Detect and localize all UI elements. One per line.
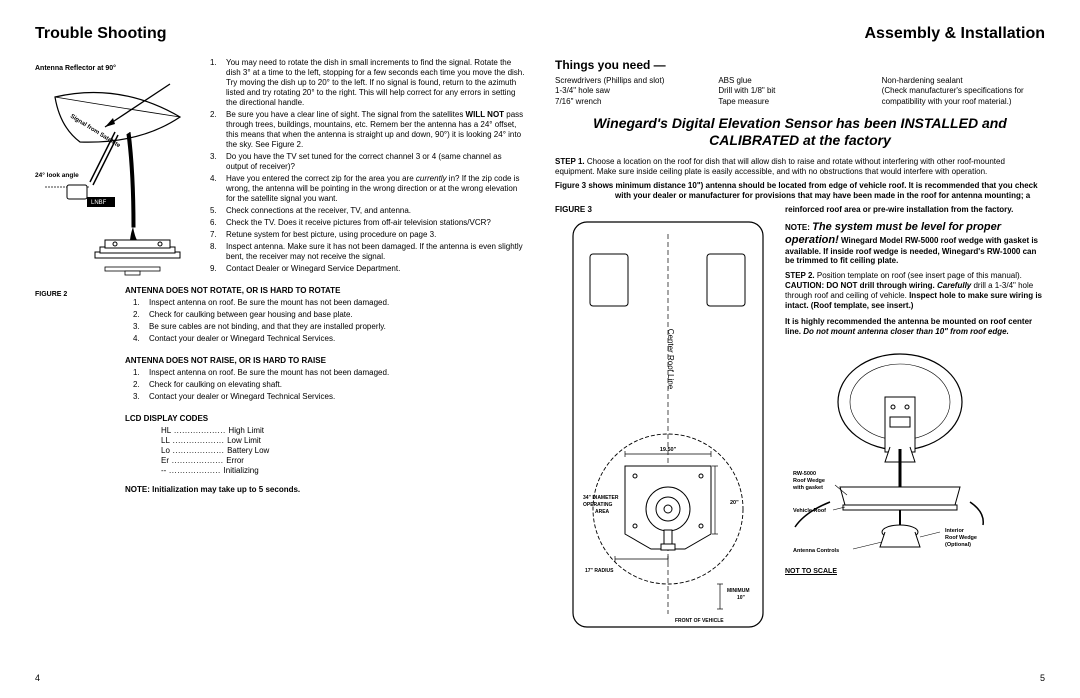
antenna-diagram: Signal from Satellite 24° look angle LNB… [35, 72, 195, 287]
list-item: 4.Contact your dealer or Winegard Techni… [133, 334, 525, 344]
figure-3-diagram-col: FIGURE 3 Center Roof Line 19.50" [555, 205, 775, 641]
reinforced-text: reinforced roof area or pre-wire install… [785, 205, 1045, 215]
side-text: 20" [730, 500, 739, 506]
svg-text:Interior: Interior [945, 528, 965, 534]
init-note: NOTE: Initialization may take up to 5 se… [125, 485, 525, 494]
lcd-code-row: -- ................... Initializing [161, 466, 525, 475]
needs-col-2: ABS glueDrill with 1/8" bitTape measure [718, 76, 881, 107]
figure-2: Antenna Reflector at 90° Signal from Sat… [35, 65, 195, 298]
lcd-code-row: HL ................... High Limit [161, 426, 525, 435]
needs-line: compatibility with your roof material.) [882, 97, 1045, 107]
list-item: 5.Check connections at the receiver, TV,… [210, 206, 525, 216]
svg-text:Vehicle Roof: Vehicle Roof [793, 508, 826, 514]
centerline-text: Center Roof Line [666, 329, 675, 390]
not-to-scale: NOT TO SCALE [785, 568, 1045, 575]
min1: MINIMUM [727, 588, 750, 594]
needs-col-1: Screwdrivers (Phillips and slot)1-3/4" h… [555, 76, 718, 107]
list-item: 7.Retune system for best picture, using … [210, 230, 525, 240]
dia1: 34" DIAMETER [583, 495, 619, 501]
lcd-code-row: Lo ................... Battery Low [161, 446, 525, 455]
list-item: 1.You may need to rotate the dish in sma… [210, 58, 525, 108]
look-angle-text: 24° look angle [35, 171, 79, 179]
list-item: 3.Contact your dealer or Winegard Techni… [133, 392, 525, 402]
page-left: Trouble Shooting Antenna Reflector at 90… [35, 25, 540, 683]
dia2: OPERATING [583, 502, 612, 508]
list-item: 4.Have you entered the correct zip for t… [210, 174, 525, 204]
needs-line: Screwdrivers (Phillips and slot) [555, 76, 718, 86]
list-item: 2.Be sure you have a clear line of sight… [210, 110, 525, 150]
fig3-label: FIGURE 3 [555, 205, 775, 214]
svg-text:(Optional): (Optional) [945, 542, 971, 548]
needs-line: 1-3/4" hole saw [555, 86, 718, 96]
factory-note: Winegard's Digital Elevation Sensor has … [555, 115, 1045, 149]
fig2-reflector-label: Antenna Reflector at 90° [35, 65, 195, 72]
raise-title: ANTENNA DOES NOT RAISE, OR IS HARD TO RA… [125, 356, 525, 365]
svg-text:RW-5000: RW-5000 [793, 471, 816, 477]
fig2-caption: FIGURE 2 [35, 291, 195, 298]
list-item: 8.Inspect antenna. Make sure it has not … [210, 242, 525, 262]
figure-3-text-col: reinforced roof area or pre-wire install… [775, 205, 1045, 641]
svg-text:Roof Wedge: Roof Wedge [793, 478, 825, 484]
page-num-left: 4 [35, 673, 40, 683]
needs-line: Drill with 1/8" bit [718, 86, 881, 96]
needs-line: Non-hardening sealant [882, 76, 1045, 86]
main-trouble-list: 1.You may need to rotate the dish in sma… [210, 58, 525, 274]
things-need-title: Things you need — [555, 58, 1045, 72]
front-text: FRONT OF VEHICLE [675, 618, 724, 624]
assembly-title: Assembly & Installation [555, 25, 1045, 43]
dish-wedge-diagram: RW-5000 Roof Wedge with gasket Vehicle R… [785, 347, 985, 562]
lcd-code-row: LL ................... Low Limit [161, 436, 525, 445]
level-note: NOTE: The system must be level for prope… [785, 221, 1045, 265]
step-1-text: STEP 1. Choose a location on the roof fo… [555, 157, 1045, 177]
needs-line: 7/16" wrench [555, 97, 718, 107]
lcd-title: LCD DISPLAY CODES [125, 414, 525, 423]
list-item: 6.Check the TV. Does it receive pictures… [210, 218, 525, 228]
needs-line: (Check manufacturer's specifications for [882, 86, 1045, 96]
lcd-code-row: Er ................... Error [161, 456, 525, 465]
list-item: 1.Inspect antenna on roof. Be sure the m… [133, 298, 525, 308]
list-item: 1.Inspect antenna on roof. Be sure the m… [133, 368, 525, 378]
svg-text:with gasket: with gasket [792, 485, 823, 491]
list-item: 2.Check for caulking between gear housin… [133, 310, 525, 320]
radius-text: 17" RADIUS [585, 568, 614, 574]
svg-text:Roof Wedge: Roof Wedge [945, 535, 977, 541]
svg-text:Antenna Controls: Antenna Controls [793, 548, 839, 554]
lcd-codes-table: HL ................... High LimitLL ....… [161, 426, 525, 475]
needs-line: ABS glue [718, 76, 881, 86]
step-2-text: STEP 2. Position template on roof (see i… [785, 271, 1045, 311]
trouble-title: Trouble Shooting [35, 25, 525, 43]
width-text: 19.50" [660, 447, 677, 453]
highly-rec: It is highly recommended the antenna be … [785, 317, 1045, 337]
min2: 10" [737, 595, 746, 601]
list-item: 3.Be sure cables are not binding, and th… [133, 322, 525, 332]
list-item: 9.Contact Dealer or Winegard Service Dep… [210, 264, 525, 274]
lnbf-text: LNBF [91, 200, 107, 206]
figure-3-layout: FIGURE 3 Center Roof Line 19.50" [555, 205, 1045, 641]
needs-columns: Screwdrivers (Phillips and slot)1-3/4" h… [555, 76, 1045, 107]
lower-sections: ANTENNA DOES NOT ROTATE, OR IS HARD TO R… [125, 286, 525, 494]
list-item: 3.Do you have the TV set tuned for the c… [210, 152, 525, 172]
page-right: Assembly & Installation Things you need … [540, 25, 1045, 683]
roof-diagram: Center Roof Line 19.50" [555, 214, 775, 639]
needs-line: Tape measure [718, 97, 881, 107]
page-num-right: 5 [1040, 673, 1045, 683]
list-item: 2.Check for caulking on elevating shaft. [133, 380, 525, 390]
dia3: AREA [595, 509, 610, 515]
step-1b-text: Figure 3 shows minimum distance 10") ant… [615, 181, 1045, 201]
needs-col-3: Non-hardening sealant(Check manufacturer… [882, 76, 1045, 107]
